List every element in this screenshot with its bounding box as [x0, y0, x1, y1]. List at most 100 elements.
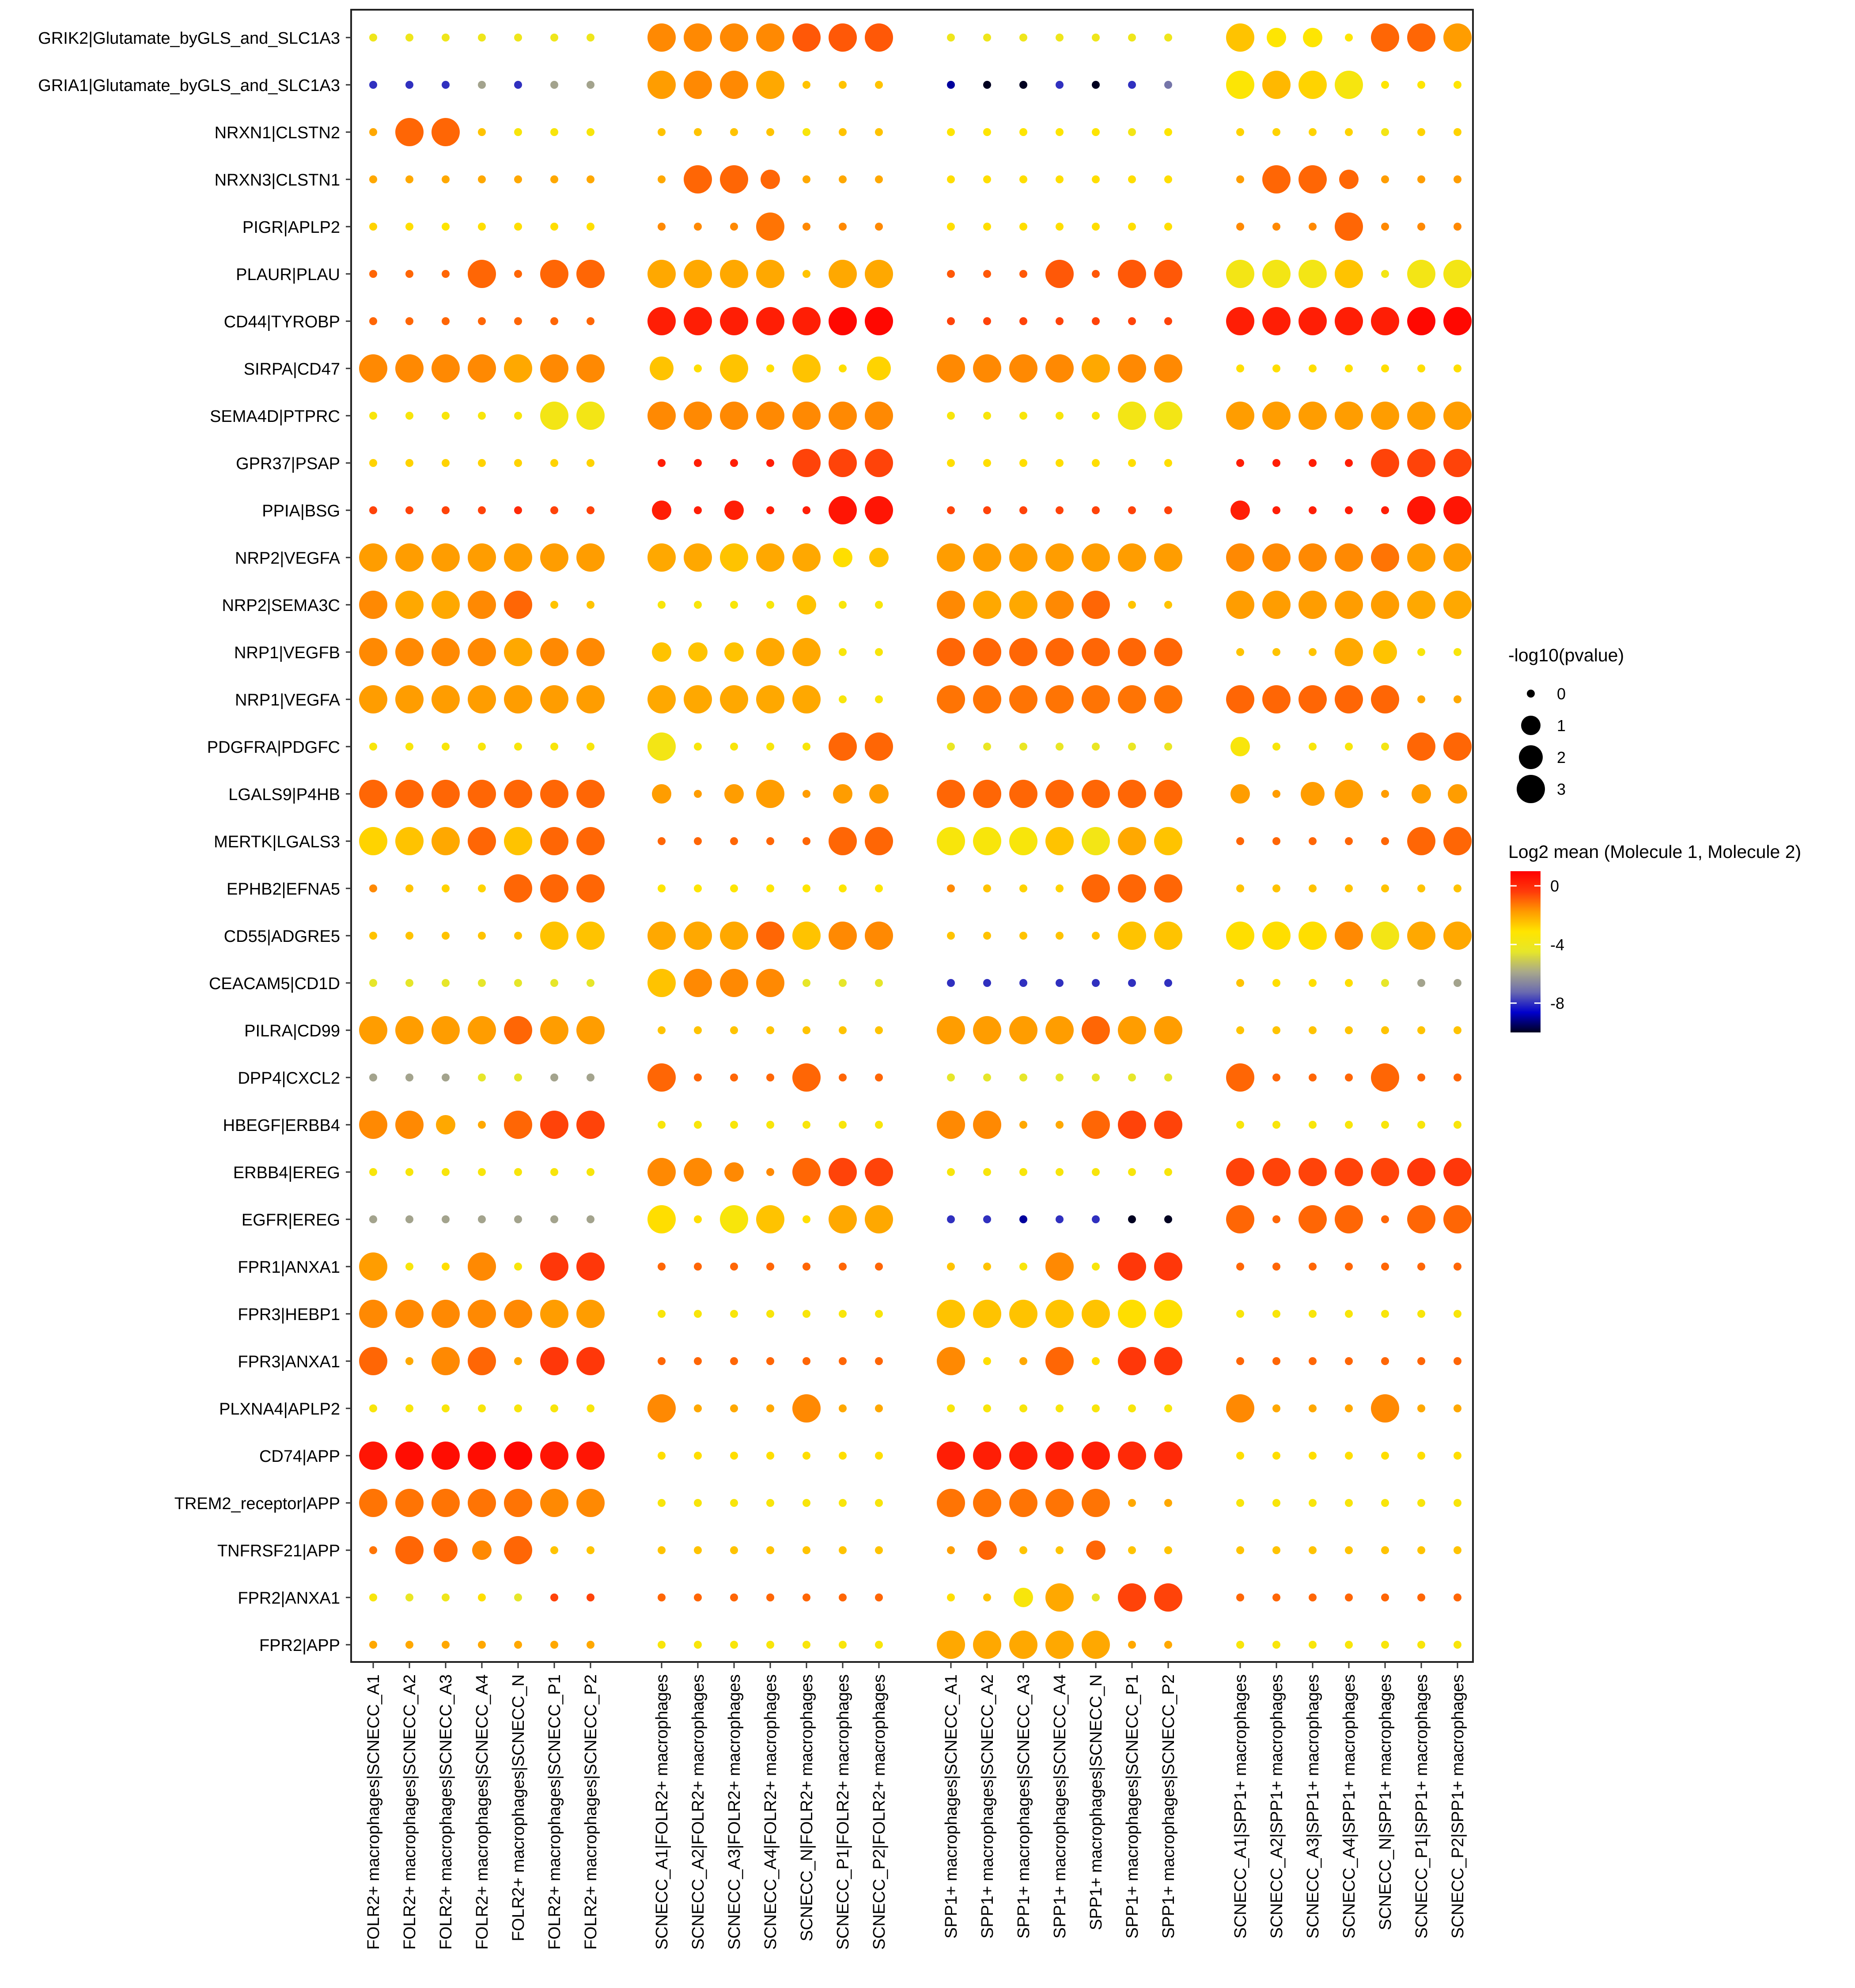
dot	[550, 1593, 558, 1601]
dot	[587, 317, 594, 325]
dot	[803, 1593, 810, 1601]
dot	[432, 1300, 460, 1328]
dot	[587, 1641, 594, 1649]
dot	[1262, 71, 1291, 99]
dot	[369, 1074, 377, 1081]
dot	[1092, 1263, 1100, 1271]
dot	[1082, 354, 1110, 383]
dot	[839, 1452, 847, 1460]
dot	[1236, 223, 1244, 231]
dot	[1345, 1499, 1353, 1507]
dot	[1272, 459, 1280, 467]
dot	[1454, 1074, 1461, 1081]
dot	[1226, 23, 1254, 52]
dot	[1272, 223, 1280, 231]
dot	[1309, 128, 1317, 136]
dot	[1086, 1540, 1105, 1560]
dot	[436, 1115, 455, 1134]
dot	[468, 1442, 496, 1470]
dot	[1164, 1641, 1172, 1649]
dot	[1056, 506, 1064, 514]
dot	[1298, 1158, 1327, 1186]
dot	[468, 543, 496, 572]
dot	[1443, 1205, 1472, 1233]
dot	[803, 81, 810, 89]
dot	[1045, 638, 1074, 666]
dot	[1443, 543, 1472, 572]
dot	[1056, 412, 1064, 420]
dot	[1381, 128, 1389, 136]
dot	[432, 780, 460, 808]
dot	[1417, 979, 1425, 987]
dot	[720, 685, 748, 713]
dot	[1309, 743, 1317, 751]
dot	[1019, 223, 1027, 231]
dot	[1371, 23, 1399, 52]
dot	[983, 270, 991, 278]
dot	[442, 1263, 450, 1271]
dot	[1082, 591, 1110, 619]
dot	[865, 827, 893, 855]
dot	[1454, 979, 1461, 987]
colorbar-tick-label: -8	[1550, 994, 1564, 1013]
dot	[803, 743, 810, 751]
dot	[875, 128, 883, 136]
dot	[652, 501, 671, 520]
dot	[1045, 543, 1074, 572]
dot	[983, 1593, 991, 1601]
dot	[937, 354, 965, 383]
dot	[839, 601, 847, 609]
dot	[688, 642, 708, 662]
dot	[1454, 175, 1461, 183]
dot	[1381, 1546, 1389, 1554]
dot	[1092, 223, 1100, 231]
dot	[937, 638, 965, 666]
dot	[1019, 1546, 1027, 1554]
dot	[973, 543, 1001, 572]
dot	[504, 780, 532, 808]
column-label: SPP1+ macrophages|SCNECC_N	[1087, 1674, 1105, 1930]
dot	[694, 223, 702, 231]
dot	[1309, 506, 1317, 514]
dot	[1009, 1016, 1037, 1044]
dot	[1128, 979, 1136, 987]
dot	[839, 884, 847, 892]
dot	[442, 459, 450, 467]
dot	[730, 884, 738, 892]
dot	[792, 1394, 821, 1423]
dot	[647, 922, 676, 950]
dot	[839, 1310, 847, 1318]
dot	[792, 1063, 821, 1092]
dot	[405, 1357, 413, 1365]
dot	[1092, 412, 1100, 420]
dot	[1226, 922, 1254, 950]
dot	[1236, 1310, 1244, 1318]
dot	[478, 34, 486, 42]
dot	[550, 223, 558, 231]
dot	[478, 743, 486, 751]
dot	[576, 874, 605, 903]
column-label: SCNECC_A4|SPP1+ macrophages	[1340, 1674, 1359, 1939]
row-label: SIRPA|CD47	[244, 360, 340, 379]
dot	[1019, 979, 1027, 987]
dot	[694, 128, 702, 136]
dot	[1309, 648, 1317, 656]
dot	[829, 732, 857, 761]
dot	[1045, 1489, 1074, 1517]
dot	[478, 932, 486, 940]
dot	[442, 884, 450, 892]
size-legend-label: 2	[1557, 748, 1566, 766]
dot	[1417, 695, 1425, 703]
dot	[587, 601, 594, 609]
dot	[432, 685, 460, 713]
dot	[829, 1205, 857, 1233]
dot	[468, 591, 496, 619]
dot	[1272, 1546, 1280, 1554]
column-label: SCNECC_A4|FOLR2+ macrophages	[761, 1674, 780, 1950]
dot	[504, 1489, 532, 1517]
dot	[1454, 648, 1461, 656]
dot	[658, 1593, 666, 1601]
dot	[875, 1546, 883, 1554]
dot	[647, 1063, 676, 1092]
dot	[369, 459, 377, 467]
